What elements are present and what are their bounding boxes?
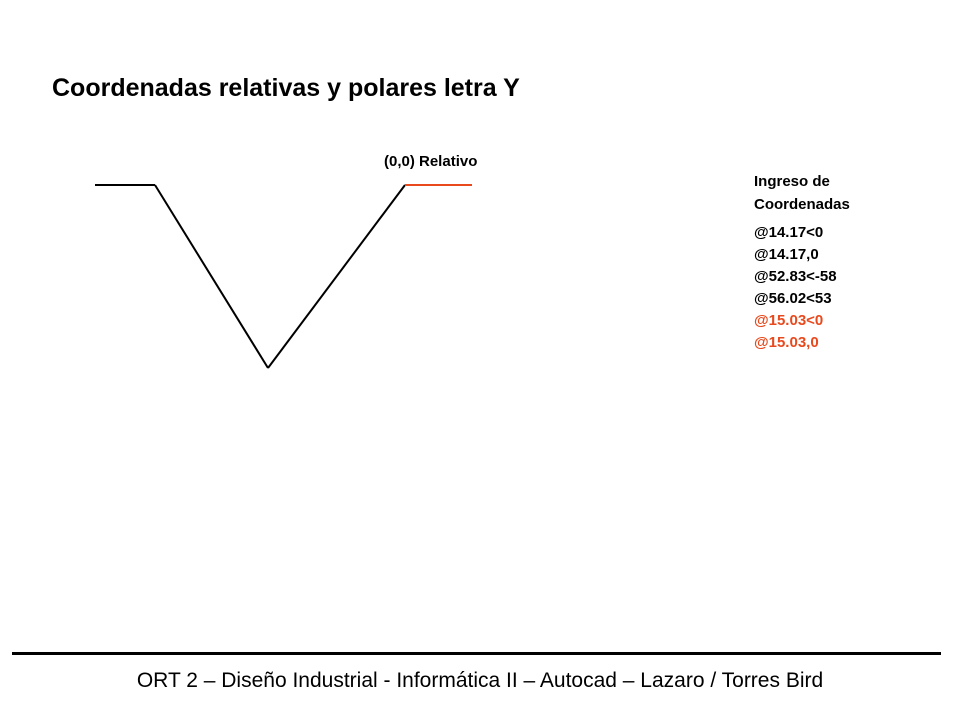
coordinate-entry: @56.02<53 <box>754 290 832 307</box>
coordinate-list: @14.17<0 @14.17,0 @52.83<-58 @56.02<53 @… <box>754 222 850 354</box>
panel-heading-line2: Coordenadas <box>754 196 850 213</box>
coordinate-entry: @14.17,0 <box>754 246 819 263</box>
coordinate-entry: @52.83<-58 <box>754 268 837 285</box>
segment-up-diagonal <box>267 184 406 369</box>
segment-down-diagonal <box>154 184 269 369</box>
coordinates-panel: Ingreso de Coordenadas @14.17<0 @14.17,0… <box>754 170 850 354</box>
coordinate-entry-highlight: @15.03,0 <box>754 334 819 351</box>
coordinate-entry: @14.17<0 <box>754 224 824 241</box>
panel-heading-line1: Ingreso de <box>754 173 830 190</box>
panel-heading: Ingreso de Coordenadas <box>754 170 850 216</box>
slide-title: Coordenadas relativas y polares letra Y <box>52 74 520 102</box>
footer-divider <box>12 652 941 655</box>
coordinate-entry-highlight: @15.03<0 <box>754 312 824 329</box>
footer-text: ORT 2 – Diseño Industrial - Informática … <box>136 669 824 692</box>
origin-label: (0,0) Relativo <box>384 153 478 170</box>
